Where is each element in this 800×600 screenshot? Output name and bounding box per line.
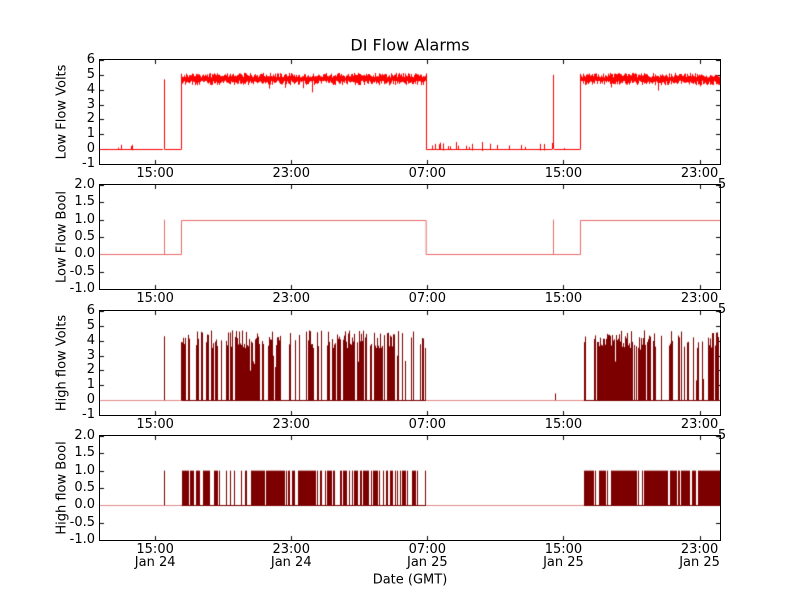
x-tick-label: 23:00	[680, 291, 719, 306]
y-tick-label: 2.0	[74, 428, 95, 443]
x-tick-label: 23:00	[680, 542, 719, 557]
clipped-date-label: 5	[717, 428, 727, 443]
y-tick-label: 1.0	[74, 211, 95, 227]
plot-canvas-high-flow-bool	[100, 436, 720, 540]
y-tick-label: 3	[86, 347, 95, 363]
x-tick-label: 07:00	[408, 542, 447, 557]
y-tick-label: 4	[86, 332, 95, 348]
x-date-label: Jan 25	[679, 555, 720, 570]
y-tick-label: 1.5	[74, 194, 95, 210]
x-tick-label: 15:00	[136, 166, 174, 181]
x-tick-label: 23:00	[272, 166, 310, 181]
x-tick-label: 15:00	[136, 291, 174, 306]
plot-canvas-low-flow-volts	[100, 60, 720, 164]
y-tick-label: 5	[86, 66, 95, 82]
y-tick-label: 0.0	[74, 497, 95, 513]
x-date-label: Jan 24	[270, 555, 312, 570]
y-tick-label: 3	[86, 96, 95, 112]
plot-area-high-flow-volts	[99, 310, 721, 416]
x-tick-label: 07:00	[408, 291, 447, 306]
y-tick-label: 2	[86, 111, 95, 127]
y-tick-label: 2.0	[74, 177, 95, 192]
x-tick-label: 15:00	[544, 417, 583, 432]
y-tick-label: 1	[86, 126, 95, 142]
x-tick-label: 15:00	[136, 417, 174, 432]
x-tick-label: 15:00	[544, 166, 583, 181]
x-tick-label: 15:00	[544, 291, 583, 306]
y-tick-label: 1.5	[74, 445, 95, 461]
plot-area-high-flow-bool	[99, 435, 721, 541]
y-tick-label: 2	[86, 362, 95, 378]
x-tick-label: 07:00	[408, 166, 447, 181]
y-tick-label: -0.5	[69, 263, 95, 279]
x-tick-label: 23:00	[680, 166, 719, 181]
y-tick-label: -1	[82, 407, 95, 422]
x-date-label: Jan 24	[134, 555, 176, 570]
y-tick-label: 1.0	[74, 462, 95, 478]
plot-area-low-flow-bool	[99, 184, 721, 290]
y-tick-label: 4	[86, 81, 95, 97]
x-axis-label: Date (GMT)	[372, 572, 448, 588]
y-tick-label: -1	[82, 156, 95, 171]
y-tick-label: 0	[86, 141, 95, 157]
y-tick-label: 0	[86, 392, 95, 408]
y-tick-label: -1.0	[69, 281, 95, 296]
clipped-date-label: 5	[717, 302, 727, 317]
y-tick-label: 6	[86, 52, 95, 67]
x-tick-label: 23:00	[272, 291, 310, 306]
plot-area-low-flow-volts	[99, 59, 721, 165]
y-tick-label: 6	[86, 303, 95, 318]
x-tick-label: 15:00	[544, 542, 583, 557]
x-date-label: Jan 25	[406, 555, 448, 570]
x-tick-label: 23:00	[272, 542, 310, 557]
y-tick-label: -0.5	[69, 514, 95, 530]
y-tick-label: -1.0	[69, 532, 95, 547]
clipped-date-label: 5	[717, 177, 727, 192]
y-tick-label: 0.0	[74, 246, 95, 262]
x-tick-label: 23:00	[680, 417, 719, 432]
y-tick-label: 1	[86, 377, 95, 393]
plot-canvas-high-flow-volts	[100, 311, 720, 415]
x-tick-label: 07:00	[408, 417, 447, 432]
x-date-label: Jan 25	[543, 555, 584, 570]
chart-title: DI Flow Alarms	[350, 35, 470, 55]
y-tick-label: 5	[86, 317, 95, 333]
plot-canvas-low-flow-bool	[100, 185, 720, 289]
x-tick-label: 23:00	[272, 417, 310, 432]
y-tick-label: 0.5	[74, 480, 95, 495]
x-tick-label: 15:00	[136, 542, 174, 557]
y-tick-label: 0.5	[74, 229, 95, 244]
